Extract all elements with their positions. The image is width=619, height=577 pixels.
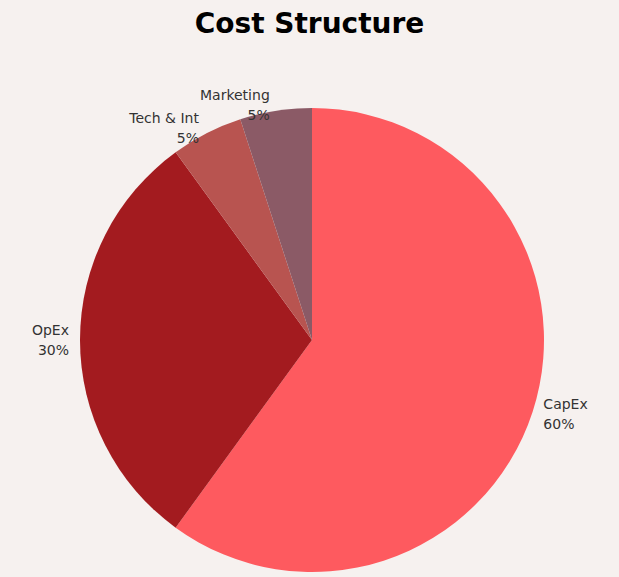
svg-text:Cost Structure: Cost Structure bbox=[195, 7, 425, 40]
svg-text:OpEx: OpEx bbox=[32, 322, 69, 338]
svg-text:5%: 5% bbox=[177, 130, 199, 146]
svg-text:CapEx: CapEx bbox=[543, 396, 587, 412]
svg-text:30%: 30% bbox=[38, 342, 69, 358]
svg-text:5%: 5% bbox=[248, 107, 270, 123]
svg-text:60%: 60% bbox=[543, 416, 574, 432]
svg-text:Tech & Int: Tech & Int bbox=[128, 110, 199, 126]
svg-text:Marketing: Marketing bbox=[200, 87, 270, 103]
